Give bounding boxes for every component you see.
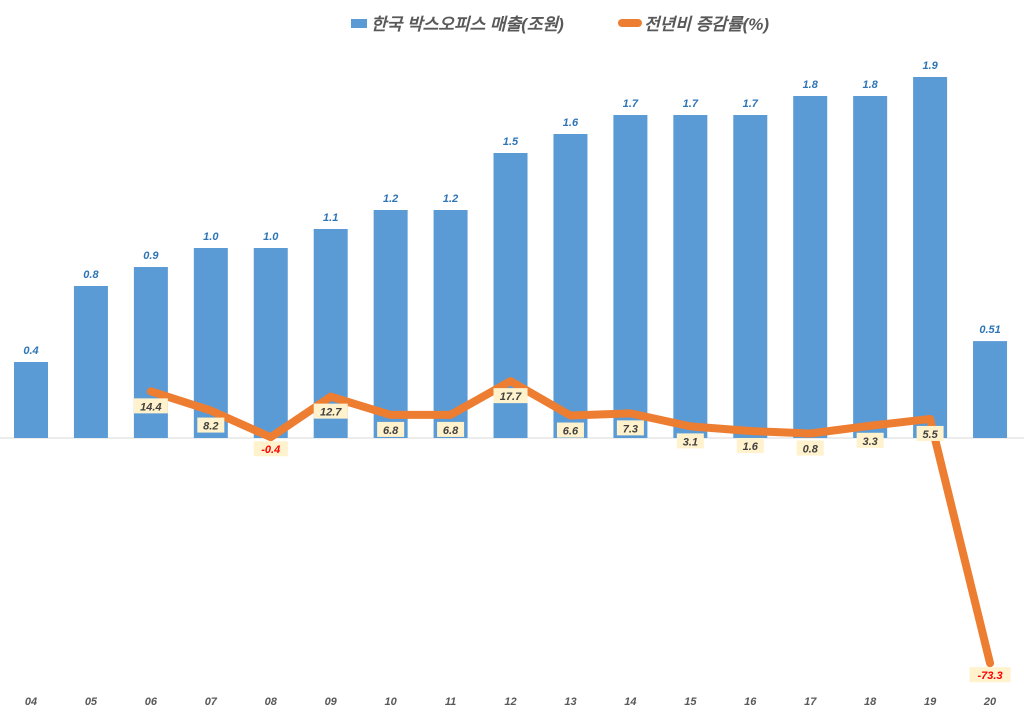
line-value-label: 12.7 — [320, 407, 342, 419]
line-label-bg — [556, 422, 584, 438]
x-tick-label: 04 — [25, 696, 37, 708]
bar-value-label: 1.2 — [383, 193, 398, 205]
x-tick-label: 14 — [624, 696, 636, 708]
bar — [793, 96, 828, 438]
line-label-bg — [377, 421, 405, 437]
bar — [253, 248, 288, 438]
bar — [673, 115, 708, 438]
bar-value-label: 1.9 — [922, 60, 938, 72]
line-label-bg — [736, 438, 764, 454]
line-value-label: 0.8 — [803, 444, 819, 456]
bar-value-label: 1.8 — [863, 79, 879, 91]
bar — [73, 286, 108, 438]
growth-line — [146, 377, 995, 668]
bar-value-label: 1.8 — [803, 79, 819, 91]
line-value-label: -73.3 — [978, 670, 1003, 682]
line-label-bg — [437, 421, 465, 437]
line-value-label: -0.4 — [261, 444, 280, 456]
x-tick-label: 16 — [744, 696, 757, 708]
legend-line-swatch — [618, 19, 642, 27]
bar-value-label: 0.4 — [23, 345, 38, 357]
x-tick-label: 10 — [385, 696, 398, 708]
line-value-label: 7.3 — [623, 423, 638, 435]
bar-value-label: 1.2 — [443, 193, 458, 205]
bar-value-label: 1.7 — [623, 98, 639, 110]
x-tick-label: 11 — [445, 696, 456, 708]
bar — [913, 77, 948, 438]
legend-bar-label: 한국 박스오피스 매출(조원) — [371, 15, 564, 34]
bar-value-label: 1.5 — [503, 136, 519, 148]
x-tick-label: 18 — [864, 696, 877, 708]
x-tick-label: 07 — [205, 696, 218, 708]
bar-value-label: 1.0 — [203, 231, 219, 243]
line-label-bg — [133, 398, 168, 414]
bar-value-label: 1.0 — [263, 231, 279, 243]
line-label-bg — [916, 425, 944, 441]
x-tick-label: 15 — [684, 696, 697, 708]
x-tick-label: 08 — [265, 696, 278, 708]
x-tick-label: 12 — [504, 696, 516, 708]
x-tick-label: 13 — [564, 696, 576, 708]
line-label-bg — [796, 440, 824, 456]
line-label-bg — [856, 432, 884, 448]
bar — [853, 96, 888, 438]
bar-value-label: 1.6 — [563, 117, 579, 129]
bar-value-label: 0.8 — [83, 269, 99, 281]
line-label-bg — [197, 417, 225, 433]
line-value-label: 6.8 — [383, 425, 399, 437]
legend: 한국 박스오피스 매출(조원) 전년비 증감률(%) — [351, 15, 769, 34]
line-label-bg — [969, 667, 1011, 683]
bar — [14, 362, 48, 438]
line-value-label: 6.8 — [443, 425, 459, 437]
line-label-bg — [493, 388, 528, 404]
line-label-bg — [676, 433, 704, 449]
x-tick-label: 05 — [85, 696, 98, 708]
line-value-label: 5.5 — [922, 429, 938, 441]
bar-value-label: 1.7 — [743, 98, 759, 110]
line-value-label: 14.4 — [140, 401, 161, 413]
legend-bar-swatch — [351, 19, 367, 28]
line-label-bg — [616, 420, 644, 436]
line-value-label: 6.6 — [563, 426, 579, 438]
x-tick-label: 06 — [145, 696, 158, 708]
bar-value-label: 1.7 — [683, 98, 699, 110]
bar — [553, 134, 588, 438]
line-value-label: 1.6 — [743, 441, 759, 453]
x-tick-label: 17 — [804, 696, 817, 708]
line-label-bg — [253, 441, 288, 457]
bar — [373, 210, 408, 438]
line-label-bg — [313, 403, 348, 419]
x-tick-label: 19 — [924, 696, 937, 708]
bar-value-label: 0.9 — [143, 250, 159, 262]
line-value-label: 3.3 — [863, 436, 878, 448]
line-value-label: 3.1 — [683, 436, 698, 448]
bar — [433, 210, 468, 438]
x-tick-label: 09 — [325, 696, 338, 708]
line-value-label: 8.2 — [203, 421, 218, 433]
line-value-label: 17.7 — [500, 391, 522, 403]
bar — [733, 115, 768, 438]
bar-value-label: 1.1 — [323, 212, 338, 224]
x-tick-label: 20 — [983, 696, 997, 708]
bar — [613, 115, 648, 438]
legend-line-label: 전년비 증감률(%) — [644, 15, 769, 34]
bar-value-label: 0.51 — [979, 324, 1000, 336]
bar — [973, 341, 1008, 438]
